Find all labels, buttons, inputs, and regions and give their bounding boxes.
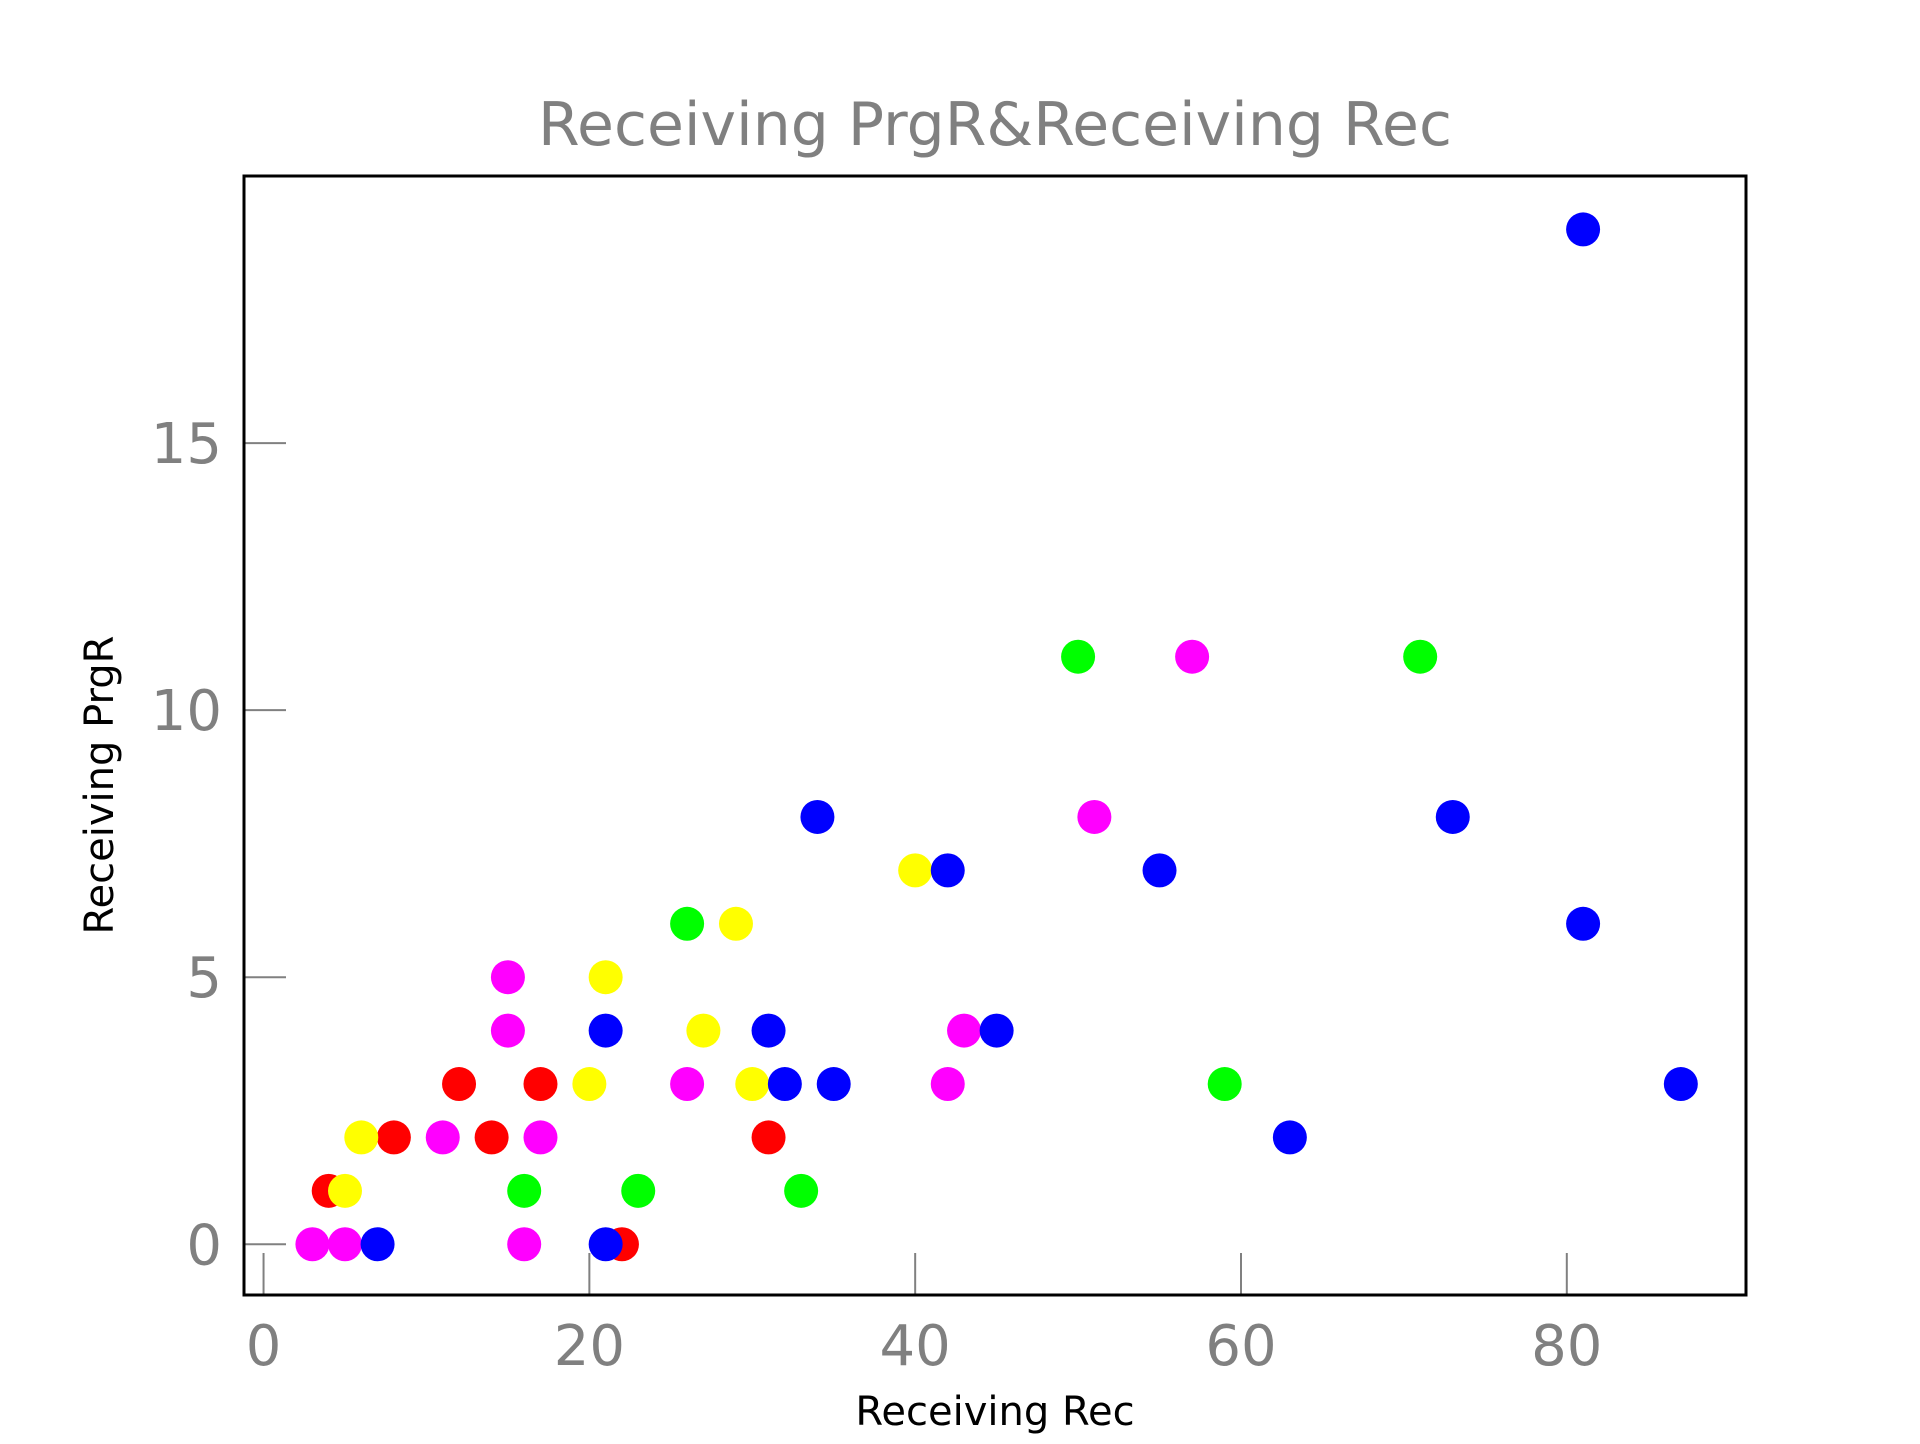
chart-title: Receiving PrgR&Receiving Rec: [538, 90, 1452, 160]
plot-frame: [242, 174, 1748, 1297]
y-tick-label: 0: [186, 1213, 222, 1278]
data-point: [1403, 639, 1438, 674]
data-point: [328, 1173, 363, 1208]
data-point: [1435, 799, 1470, 834]
data-point: [1566, 906, 1601, 941]
data-points: [295, 212, 1698, 1262]
data-point: [1272, 1120, 1307, 1155]
data-point: [442, 1067, 477, 1102]
data-point: [1207, 1067, 1242, 1102]
data-point: [1663, 1067, 1698, 1102]
y-tick-label: 10: [151, 679, 222, 744]
x-tick-label: 0: [246, 1314, 282, 1379]
data-point: [930, 853, 965, 888]
data-point: [523, 1120, 558, 1155]
data-point: [328, 1227, 363, 1262]
y-tick-label: 15: [151, 412, 222, 477]
data-point: [295, 1227, 330, 1262]
data-point: [523, 1067, 558, 1102]
data-point: [507, 1173, 542, 1208]
data-point: [490, 960, 525, 995]
x-tick-label: 20: [554, 1314, 625, 1379]
data-point: [1077, 799, 1112, 834]
data-point: [735, 1067, 770, 1102]
data-point: [898, 853, 933, 888]
data-point: [784, 1173, 819, 1208]
data-point: [474, 1120, 509, 1155]
x-tick-label: 60: [1205, 1314, 1276, 1379]
data-point: [1142, 853, 1177, 888]
data-point: [751, 1013, 786, 1048]
data-point: [751, 1120, 786, 1155]
data-point: [507, 1227, 542, 1262]
data-point: [344, 1120, 379, 1155]
data-point: [718, 906, 753, 941]
data-point: [621, 1173, 656, 1208]
y-tick-label: 5: [186, 946, 222, 1011]
x-tick-label: 80: [1531, 1314, 1602, 1379]
data-point: [979, 1013, 1014, 1048]
x-axis-label: Receiving Rec: [855, 1389, 1134, 1435]
data-point: [376, 1120, 411, 1155]
data-point: [1061, 639, 1096, 674]
data-point: [360, 1227, 395, 1262]
data-point: [930, 1067, 965, 1102]
data-point: [670, 1067, 705, 1102]
data-point: [816, 1067, 851, 1102]
x-tick-label: 40: [880, 1314, 951, 1379]
data-point: [670, 906, 705, 941]
data-point: [588, 1013, 623, 1048]
data-point: [800, 799, 835, 834]
data-point: [588, 960, 623, 995]
data-point: [588, 1227, 623, 1262]
data-point: [947, 1013, 982, 1048]
data-point: [490, 1013, 525, 1048]
y-axis-label: Receiving PrgR: [77, 636, 123, 935]
data-point: [425, 1120, 460, 1155]
data-point: [767, 1067, 802, 1102]
data-point: [1566, 212, 1601, 247]
data-point: [686, 1013, 721, 1048]
data-point: [1175, 639, 1210, 674]
axis-ticks: 0 20 40 60 80 0 5 10 15: [151, 412, 1603, 1379]
data-point: [572, 1067, 607, 1102]
